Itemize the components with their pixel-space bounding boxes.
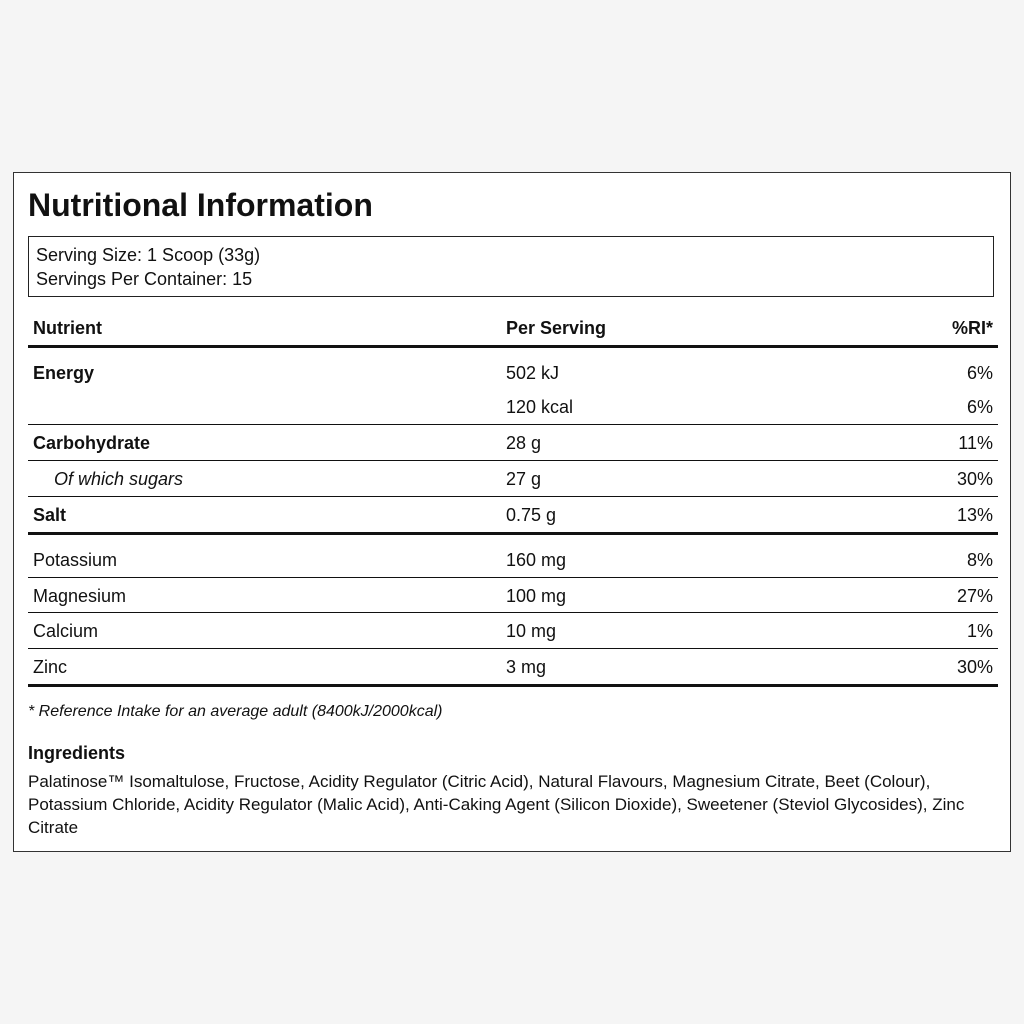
title: Nutritional Information (28, 187, 373, 223)
cell: 0.75 g (506, 505, 557, 525)
cell: 11% (958, 433, 993, 453)
serving-size: Serving Size: 1 Scoop (33g) (36, 245, 261, 265)
rule (28, 684, 998, 687)
rule (28, 612, 998, 613)
cell: 30% (956, 469, 993, 489)
cell: 8% (966, 550, 993, 570)
cell: 1% (966, 621, 993, 641)
cell: Zinc (33, 657, 68, 677)
cell: 28 g (506, 433, 542, 453)
cell: Salt (33, 505, 67, 525)
ingredients-heading: Ingredients (28, 743, 126, 763)
cell: Calcium (33, 621, 99, 641)
header-cell: %RI* (951, 318, 993, 338)
rule (28, 345, 998, 348)
serving-box: Serving Size: 1 Scoop (33g) Servings Per… (28, 236, 994, 297)
servings-per-container: Servings Per Container: 15 (36, 269, 253, 289)
cell: 6% (966, 397, 993, 417)
ingredients-text: Palatinose™ Isomaltulose, Fructose, Acid… (28, 772, 965, 837)
cell: Carbohydrate (33, 433, 151, 453)
header-cell: Nutrient (33, 318, 102, 338)
cell: 502 kJ (506, 363, 560, 383)
cell: 27 g (506, 469, 542, 489)
cell: Energy (33, 363, 95, 383)
cell: 160 mg (506, 550, 567, 570)
cell: 30% (956, 657, 993, 677)
cell: 6% (966, 363, 993, 383)
rule (28, 496, 998, 497)
cell: 27% (956, 586, 993, 606)
nutrition-panel: Nutritional Information Serving Size: 1 … (13, 172, 1011, 852)
cell: 13% (956, 505, 993, 525)
rule (28, 424, 998, 425)
cell: Potassium (33, 550, 118, 570)
cell: Magnesium (33, 586, 127, 606)
cell: Of which sugars (54, 469, 184, 489)
footnote: * Reference Intake for an average adult … (28, 703, 443, 720)
rule (28, 532, 998, 535)
rule (28, 577, 998, 578)
cell: 3 mg (506, 657, 547, 677)
header-cell: Per Serving (506, 318, 607, 338)
rule (28, 648, 998, 649)
cell: 100 mg (506, 586, 567, 606)
rule (28, 460, 998, 461)
cell: 120 kcal (506, 397, 574, 417)
cell: 10 mg (506, 621, 557, 641)
